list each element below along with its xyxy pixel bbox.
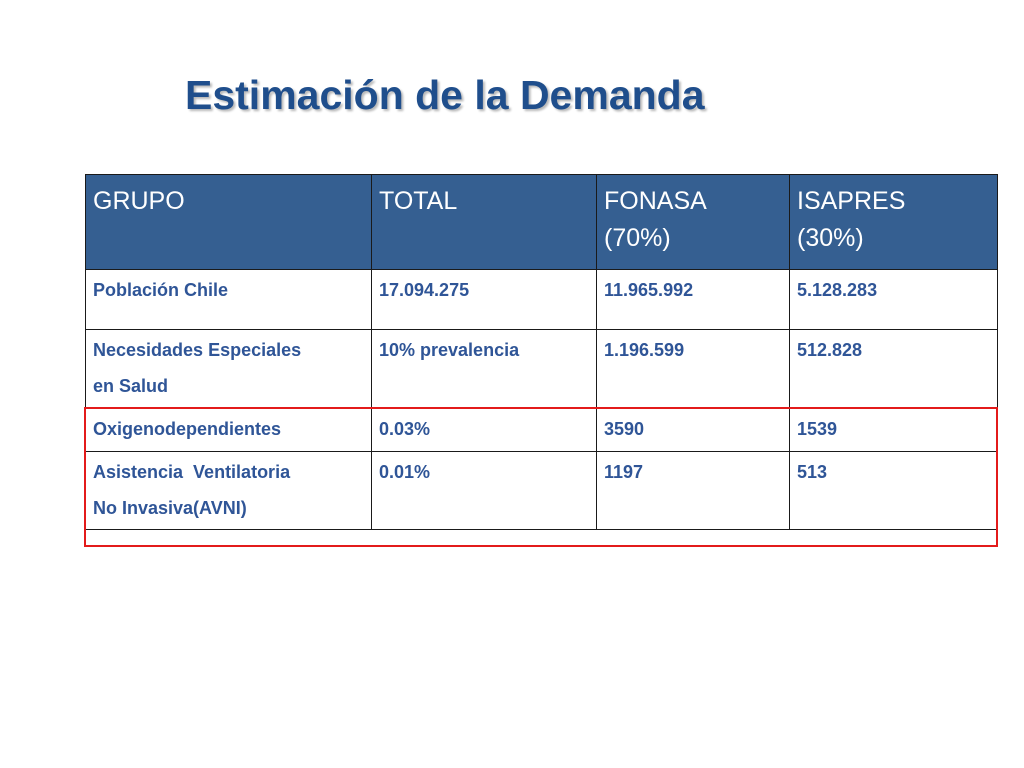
cell-grupo: Asistencia Ventilatoria No Invasiva(AVNI) [85,451,372,530]
cell-grupo-line1: Asistencia Ventilatoria [93,462,291,482]
cell-grupo: Población Chile [85,269,372,330]
cell-grupo: Oxigenodependientes [85,408,372,452]
table-row: Oxigenodependientes 0.03% 3590 1539 [85,408,998,452]
header-fonasa: FONASA (70%) [596,174,790,270]
cell-grupo-line1: Necesidades Especiales [93,340,302,360]
header-grupo-line1: GRUPO [93,187,185,215]
header-isapres-line1: ISAPRES [797,187,906,215]
cell-grupo: Necesidades Especiales en Salud [85,329,372,409]
cell-total: 0.01% [371,451,597,530]
header-fonasa-line2: (70%) [604,224,671,252]
cell-isapres: 5.128.283 [789,269,998,330]
header-fonasa-line1: FONASA [604,187,707,215]
header-total: TOTAL [371,174,597,270]
slide-title: Estimación de la Demanda [185,72,705,118]
cell-total: 10% prevalencia [371,329,597,409]
cell-total: 0.03% [371,408,597,452]
cell-fonasa: 11.965.992 [596,269,790,330]
cell-isapres: 512.828 [789,329,998,409]
header-isapres-line2: (30%) [797,224,864,252]
header-grupo: GRUPO [85,174,372,270]
cell-grupo-line2: en Salud [93,376,169,396]
cell-fonasa: 3590 [596,408,790,452]
cell-isapres: 1539 [789,408,998,452]
cell-grupo-line2: No Invasiva(AVNI) [93,498,247,518]
table-header-row: GRUPO TOTAL FONASA (70%) ISAPRES (30%) [85,174,998,270]
table-row: Asistencia Ventilatoria No Invasiva(AVNI)… [85,451,998,530]
cell-total: 17.094.275 [371,269,597,330]
cell-fonasa: 1.196.599 [596,329,790,409]
header-total-line1: TOTAL [379,187,458,215]
header-isapres: ISAPRES (30%) [789,174,998,270]
table-row: Población Chile 17.094.275 11.965.992 5.… [85,269,998,330]
cell-fonasa: 1197 [596,451,790,530]
table-row: Necesidades Especiales en Salud 10% preva… [85,329,998,409]
demand-table: GRUPO TOTAL FONASA (70%) ISAPRES (30%) Pob… [85,174,998,530]
cell-isapres: 513 [789,451,998,530]
